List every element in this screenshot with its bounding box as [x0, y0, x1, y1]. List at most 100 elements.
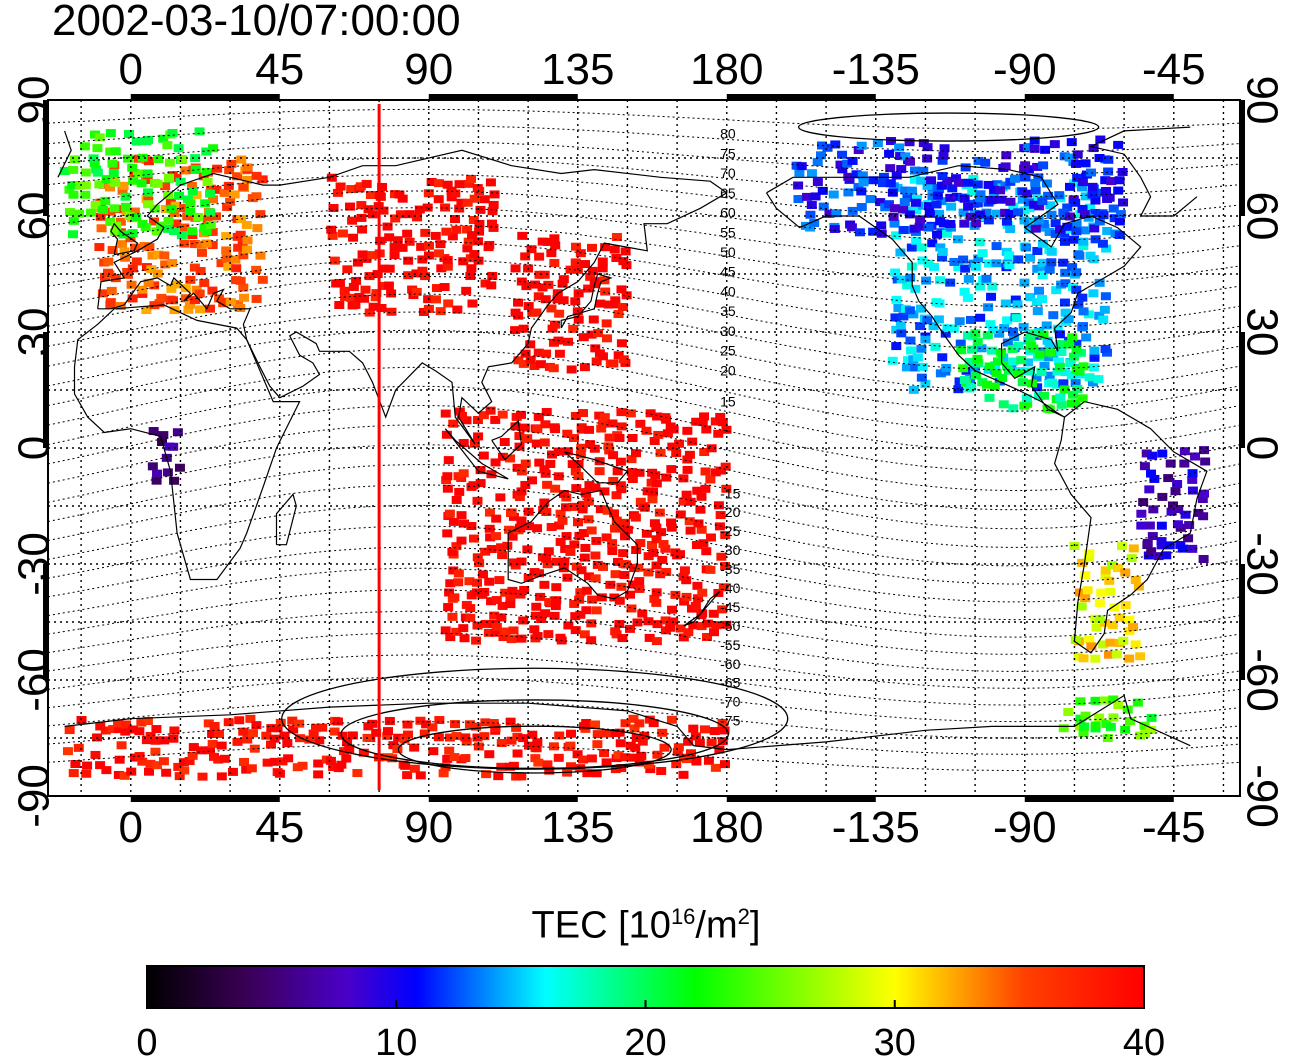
tec-cell — [1141, 449, 1152, 458]
tec-cell — [120, 727, 131, 736]
tec-cell — [516, 277, 527, 286]
tec-cell — [531, 439, 542, 448]
tec-cell — [122, 267, 133, 276]
tec-cell — [421, 720, 432, 729]
tec-cell — [922, 154, 933, 163]
tec-cell — [127, 264, 138, 273]
tec-cell — [1146, 713, 1157, 722]
tec-cell — [1030, 179, 1041, 188]
tec-cell — [1094, 713, 1105, 722]
tec-cell — [720, 531, 731, 540]
lat-tick-label-right: -30 — [1238, 532, 1287, 596]
contour-line — [48, 610, 1240, 672]
tec-cell — [1050, 219, 1061, 228]
tec-cell — [461, 416, 472, 425]
tec-cell — [930, 342, 941, 351]
tec-cell — [620, 247, 631, 256]
tec-cell — [454, 204, 465, 213]
tec-cell — [548, 364, 559, 373]
tec-cell — [531, 602, 542, 611]
tec-cell — [184, 300, 195, 309]
tec-cell — [213, 729, 224, 738]
tec-cell — [545, 459, 556, 468]
tec-cell — [473, 237, 484, 246]
tec-cell — [573, 518, 584, 527]
tec-cell — [205, 189, 216, 198]
tec-cell — [584, 425, 595, 434]
tec-cell — [512, 749, 523, 758]
tec-cell — [858, 178, 869, 187]
lon-tick-label-top: 45 — [255, 45, 304, 94]
tec-cell — [352, 769, 363, 778]
tec-cell — [127, 229, 138, 238]
tec-cell — [1172, 520, 1183, 529]
lat-tick-label-right: -90 — [1238, 764, 1287, 828]
tec-cell — [255, 251, 266, 260]
tec-cell — [377, 182, 388, 191]
tec-cell — [1044, 227, 1055, 236]
tec-cell — [194, 127, 205, 136]
tec-cell — [241, 245, 252, 254]
contour-label: 45 — [720, 264, 736, 280]
tec-cell — [576, 566, 587, 575]
tec-cell — [469, 250, 480, 259]
tec-cell — [634, 719, 645, 728]
tec-cell — [202, 215, 213, 224]
tec-cell — [1073, 300, 1084, 309]
tec-cell — [468, 481, 479, 490]
tec-cell — [865, 195, 876, 204]
lat-tick-label-left: 30 — [10, 308, 59, 357]
tec-cell — [915, 215, 926, 224]
contour-label: 65 — [720, 185, 736, 201]
tec-cell — [443, 456, 454, 465]
tec-cell — [552, 295, 563, 304]
contour-label: -45 — [720, 599, 740, 615]
tec-cell — [587, 266, 598, 275]
tec-cell — [200, 199, 211, 208]
tec-cell — [577, 500, 588, 509]
tec-cell — [910, 198, 921, 207]
tec-cell — [1037, 197, 1048, 206]
tec-cell — [931, 298, 942, 307]
tec-cell — [423, 189, 434, 198]
tec-cell — [356, 201, 367, 210]
tec-cell — [997, 373, 1008, 382]
tec-cell — [1013, 369, 1024, 378]
coastline — [564, 451, 629, 484]
tec-cell — [937, 156, 948, 165]
tec-cell — [1009, 174, 1020, 183]
tec-cell — [158, 757, 169, 766]
tec-cell — [129, 207, 140, 216]
tec-cell — [1135, 652, 1146, 661]
tec-cell — [1086, 168, 1097, 177]
tec-cell — [649, 594, 660, 603]
tec-cell — [120, 192, 131, 201]
tec-cell — [627, 580, 638, 589]
tec-cell — [809, 218, 820, 227]
tec-cell — [1084, 635, 1095, 644]
tec-cell — [540, 420, 551, 429]
tec-cell — [341, 754, 352, 763]
tec-cell — [574, 595, 585, 604]
tec-cell — [1069, 542, 1080, 551]
tec-cell — [554, 731, 565, 740]
tec-cell — [966, 345, 977, 354]
tec-cell — [347, 731, 358, 740]
tec-cell — [473, 256, 484, 265]
tec-cell — [229, 190, 240, 199]
tec-cell — [625, 741, 636, 750]
tec-cell — [448, 419, 459, 428]
tec-cell — [1005, 209, 1016, 218]
tec-cell — [204, 304, 215, 313]
tec-cell — [404, 237, 415, 246]
tec-cell — [942, 176, 953, 185]
tec-cell — [1038, 330, 1049, 339]
tec-cell — [613, 351, 624, 360]
tec-cell — [397, 194, 408, 203]
tec-cell — [977, 249, 988, 258]
tec-cell — [688, 621, 699, 630]
tec-cell — [409, 743, 420, 752]
tec-cell — [587, 243, 598, 252]
tec-cell — [1082, 586, 1093, 595]
